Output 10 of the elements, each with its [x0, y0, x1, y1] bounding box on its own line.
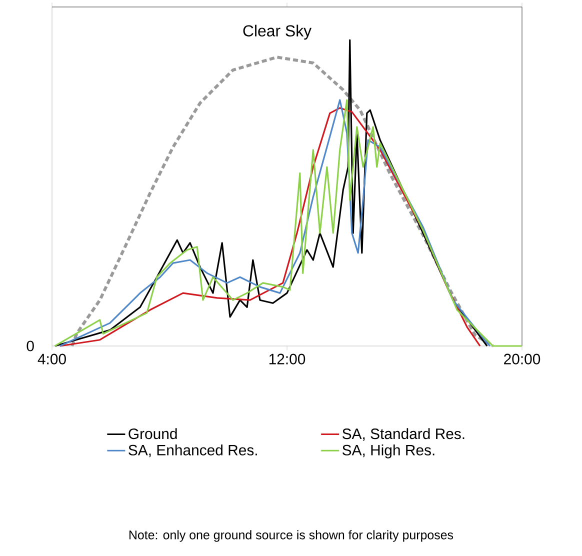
legend-label: Ground	[128, 428, 177, 440]
text: Note: only one ground source is shown for clarity purposes	[129, 530, 454, 542]
x-tick-label: 4:00	[38, 354, 66, 364]
annotation: Clear Sky	[243, 24, 312, 40]
text: 0	[26, 340, 34, 352]
x-tick-label: 20:00	[504, 354, 540, 364]
x-tick-label: 12:00	[269, 354, 306, 364]
legend-label: SA, High Res.	[342, 444, 434, 458]
legend-label: SA, Standard Res.	[342, 428, 464, 441]
legend-label: SA, Enhanced Res.	[128, 444, 257, 458]
